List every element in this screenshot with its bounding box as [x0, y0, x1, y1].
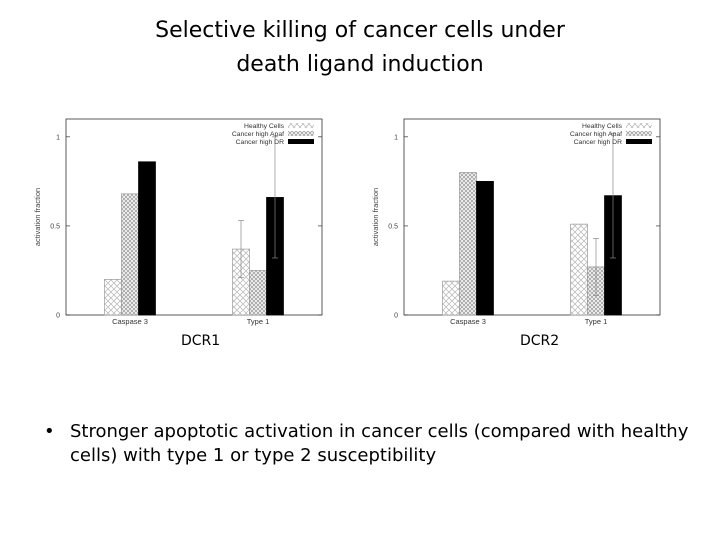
- slide-title-line2: death ligand induction: [236, 52, 484, 77]
- chart-dcr1: 0 0.5 1 activation fraction Caspase 3 Type 1 H…: [33, 118, 323, 326]
- legend-swatch: [288, 131, 314, 136]
- bar-cancer-high-apaf-caspase-3: [459, 172, 477, 316]
- legend-label: Healthy Cells: [582, 123, 623, 130]
- y-tick-label: 0: [56, 313, 60, 320]
- legend-swatch: [626, 139, 652, 144]
- legend-label: Cancer high Apaf: [232, 131, 284, 138]
- y-axis-label: activation fraction: [371, 188, 380, 246]
- plot-frame: [403, 118, 661, 316]
- legend-swatch: [626, 131, 652, 136]
- bullet-item: • Stronger apoptotic activation in cance…: [44, 420, 694, 468]
- legend-label: Healthy Cells: [244, 123, 285, 130]
- y-tick-label: 0.5: [388, 223, 398, 230]
- y-tick-label: 0: [394, 313, 398, 320]
- bar-cancer-high-dr-caspase-3: [476, 181, 494, 316]
- bar-cancer-high-dr-caspase-3: [138, 161, 156, 316]
- y-tick-label: 1: [56, 134, 60, 141]
- plot-frame: [65, 118, 323, 316]
- legend-swatch: [288, 139, 314, 144]
- slide-title: Selective killing of cancer cells under …: [0, 14, 720, 82]
- legend-label: Cancer high DR: [236, 139, 284, 146]
- legend-swatch: [288, 123, 314, 128]
- slide-title-line1: Selective killing of cancer cells under: [155, 18, 565, 43]
- bar-healthy-cells-caspase-3: [442, 280, 460, 316]
- bar-healthy-cells-type-1: [570, 223, 588, 316]
- y-tick-label: 1: [394, 134, 398, 141]
- x-tick-label: Type 1: [585, 317, 608, 326]
- bar-healthy-cells-caspase-3: [104, 279, 122, 316]
- bar-cancer-high-apaf-caspase-3: [121, 193, 139, 316]
- x-tick-label: Caspase 3: [112, 317, 148, 326]
- chart-caption-dcr2: DCR2: [520, 333, 560, 349]
- bullet-symbol: •: [44, 421, 55, 442]
- x-tick-label: Caspase 3: [450, 317, 486, 326]
- x-tick-label: Type 1: [247, 317, 270, 326]
- y-tick-label: 0.5: [50, 223, 60, 230]
- chart-caption-dcr1: DCR1: [181, 333, 221, 349]
- y-axis-label: activation fraction: [33, 188, 42, 246]
- bullet-text: Stronger apoptotic activation in cancer …: [70, 421, 689, 466]
- legend-label: Cancer high Apaf: [570, 131, 622, 138]
- bar-cancer-high-apaf-type-1: [249, 270, 267, 316]
- legend-swatch: [626, 123, 652, 128]
- legend-label: Cancer high DR: [574, 139, 622, 146]
- chart-dcr2: 0 0.5 1 activation fraction Caspase 3 Type 1 H…: [371, 118, 661, 326]
